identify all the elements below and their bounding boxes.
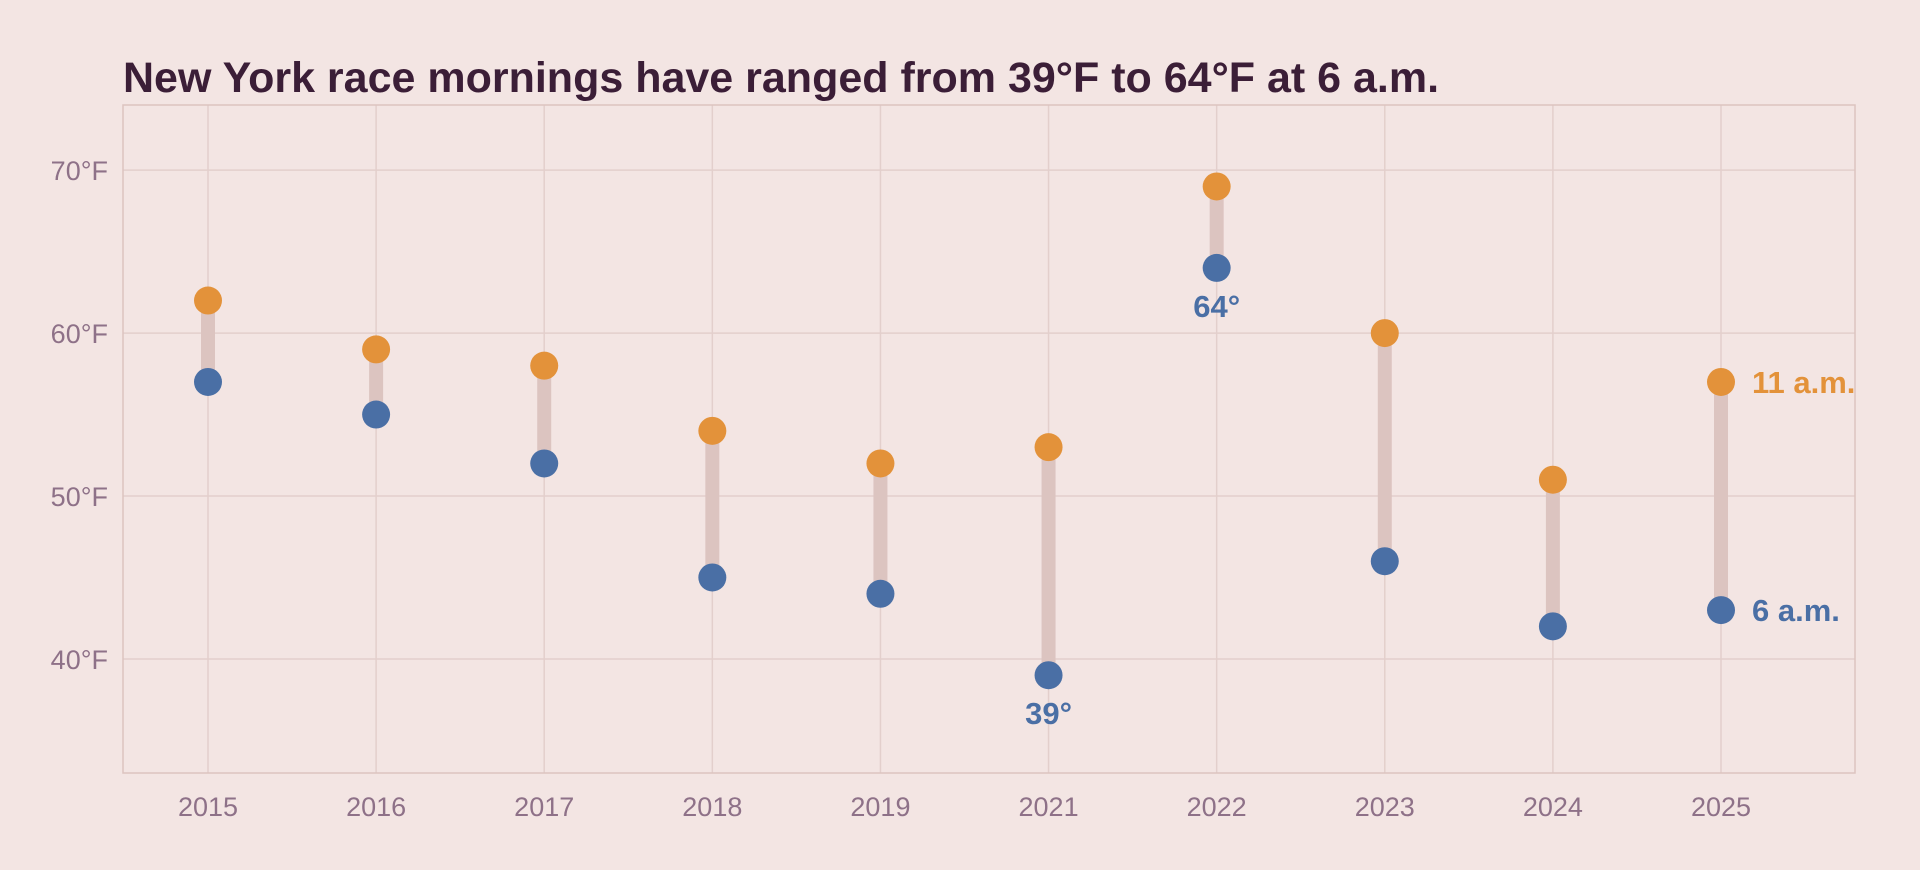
point-6-a-m-2021 [1034,661,1063,690]
x-tick-label: 2018 [682,792,742,822]
points [194,172,1735,690]
connectors [201,186,1728,676]
y-tick-label: 50°F [51,482,108,512]
point-6-a-m-2015 [194,367,222,396]
point-11-a-m-2017 [530,351,559,380]
gridlines [123,105,1855,773]
x-tick-label: 2025 [1691,792,1751,822]
point-11-a-m-2024 [1538,465,1567,494]
chart-title: New York race mornings have ranged from … [123,54,1439,102]
point-6-a-m-2016 [362,400,391,429]
legend: 6 a.m. 11 a.m. [1752,365,1855,628]
point-11-a-m-2018 [698,416,727,445]
point-11-a-m-2023 [1370,319,1399,348]
annotation-2021: 39° [1025,696,1072,731]
point-6-a-m-2025 [1707,596,1735,625]
point-11-a-m-2022 [1202,172,1231,201]
y-tick-label: 40°F [51,645,108,675]
legend-label: 11 a.m. [1752,365,1855,400]
point-11-a-m-2016 [362,335,391,364]
point-11-a-m-2021 [1034,433,1063,462]
x-tick-label: 2016 [346,792,406,822]
point-6-a-m-2019 [866,579,895,608]
point-6-a-m-2017 [530,449,559,478]
point-6-a-m-2023 [1370,547,1399,576]
point-11-a-m-2019 [866,449,895,478]
annotation-2022: 64° [1193,289,1240,324]
point-6-a-m-2022 [1202,253,1231,282]
x-tick-label: 2017 [514,792,574,822]
x-tick-label: 2021 [1019,792,1079,822]
y-tick-label: 60°F [51,319,108,349]
x-tick-label: 2015 [178,792,238,822]
point-6-a-m-2018 [698,563,727,592]
x-tick-label: 2023 [1355,792,1415,822]
point-11-a-m-2015 [194,286,222,315]
plot-frame [122,104,1856,774]
point-11-a-m-2025 [1707,367,1735,396]
x-axis: 2015 2016 2017 2018 2019 2021 2022 2023 2024 2025 [178,792,1751,822]
annotations: 39° 64° [1025,289,1240,731]
x-tick-label: 2022 [1187,792,1247,822]
y-tick-label: 70°F [51,156,108,186]
x-tick-label: 2019 [850,792,910,822]
y-axis: 40°F 50°F 60°F 70°F [51,156,108,675]
x-tick-label: 2024 [1523,792,1583,822]
point-6-a-m-2024 [1538,612,1567,641]
legend-label: 6 a.m. [1752,593,1840,628]
